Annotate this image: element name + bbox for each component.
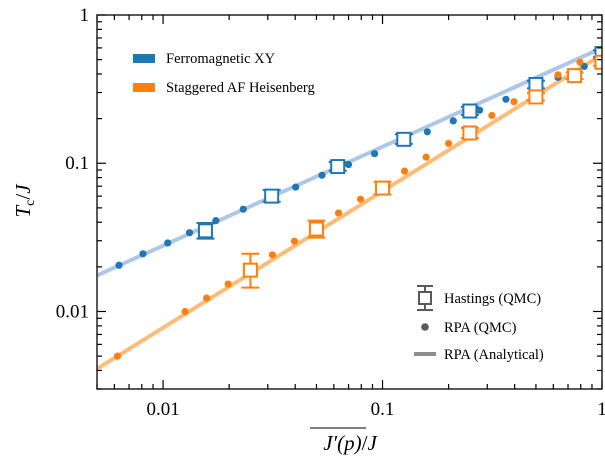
rpa-qmc-point-staggered — [356, 195, 365, 203]
hastings-point-staggered — [307, 219, 326, 239]
rpa-qmc-point-staggered — [268, 251, 277, 259]
rpa-qmc-point-ferromagnetic — [502, 95, 510, 103]
hastings-point-staggered — [565, 68, 584, 84]
rpa-qmc-point-staggered — [400, 167, 409, 175]
legend-label-rpa-qmc: RPA (QMC) — [444, 320, 517, 336]
legend-bottom: Hastings (QMC) RPA (QMC) RPA (Analytical… — [414, 285, 544, 363]
axis-ticks — [96, 14, 603, 390]
hastings-point-staggered — [460, 125, 479, 141]
rpa-qmc-point-staggered — [334, 209, 343, 217]
rpa-qmc-point-ferromagnetic — [239, 205, 247, 213]
rpa-qmc-point-ferromagnetic — [449, 117, 457, 125]
y-axis-label: Tc/J — [11, 183, 38, 218]
legend-label-staggered: Staggered AF Heisenberg — [166, 80, 315, 96]
plot-frame — [96, 14, 603, 390]
legend-swatch-staggered — [133, 83, 155, 92]
legend-label-ferromagnetic: Ferromagnetic XY — [166, 51, 276, 67]
x-tick-label: 1 — [597, 399, 605, 420]
hastings-point-staggered — [241, 252, 260, 289]
legend-swatch-ferromagnetic — [133, 54, 155, 63]
legend-label-hastings: Hastings (QMC) — [444, 291, 541, 307]
rpa-qmc-point-staggered — [444, 139, 453, 148]
x-axis-label-slash: / — [362, 431, 368, 455]
x-axis-label-denominator: J — [367, 431, 378, 455]
y-tick-label: 1 — [80, 5, 90, 26]
x-axis-label-numerator: J′(p) — [323, 431, 361, 455]
rpa-qmc-point-ferromagnetic — [115, 261, 123, 269]
rpa-qmc-point-ferromagnetic — [370, 150, 379, 158]
analytical-lines — [97, 46, 602, 371]
hastings-point-ferromagnetic — [196, 222, 215, 240]
rpa-qmc-point-ferromagnetic — [318, 171, 326, 179]
rpa-qmc-point-ferromagnetic — [164, 239, 172, 247]
hastings-point-ferromagnetic — [394, 131, 413, 147]
rpa-qmc-point-staggered — [203, 294, 211, 302]
rpa-qmc-point-ferromagnetic — [423, 128, 431, 136]
x-axis-label: J′(p)/J — [310, 427, 378, 455]
y-tick-label: 0.01 — [56, 301, 89, 322]
rpa-qmc-point-ferromagnetic — [185, 229, 194, 237]
rpa-qmc-point-staggered — [224, 280, 232, 288]
hastings-point-ferromagnetic — [328, 159, 347, 175]
hastings-point-ferromagnetic — [526, 76, 545, 92]
rpa-qmc-marker-icon — [421, 323, 429, 331]
rpa-qmc-point-ferromagnetic — [139, 250, 147, 258]
rpa-analytical-line-staggered — [97, 52, 602, 371]
x-tick-label: 0.01 — [146, 399, 179, 420]
x-tick-label: 0.1 — [371, 399, 395, 420]
rpa-qmc-point-staggered — [422, 153, 430, 161]
hastings-point-ferromagnetic — [262, 188, 281, 204]
rpa-qmc-point-staggered — [113, 352, 122, 360]
rpa-qmc-point-ferromagnetic — [476, 106, 484, 114]
rpa-qmc-point-staggered — [576, 58, 584, 66]
legend-top: Ferromagnetic XY Staggered AF Heisenberg — [133, 51, 315, 96]
rpa-qmc-point-staggered — [510, 98, 518, 106]
svg-text:J′(p)/J: J′(p)/J — [323, 431, 378, 455]
rpa-qmc-point-ferromagnetic — [292, 183, 300, 191]
y-tick-label: 0.1 — [65, 153, 89, 174]
hastings-point-staggered — [373, 180, 392, 196]
hastings-marker-icon — [417, 285, 433, 311]
rpa-qmc-point-ferromagnetic — [344, 160, 353, 169]
hastings-point-ferromagnetic — [460, 103, 479, 119]
legend-label-rpa-analytical: RPA (Analytical) — [444, 347, 544, 363]
rpa-qmc-point-staggered — [290, 237, 299, 245]
tick-labels: 0.01 0.1 1 0.01 0.1 1 — [56, 5, 605, 420]
rpa-qmc-point-staggered — [488, 111, 496, 120]
rpa-qmc-point-staggered — [554, 71, 562, 79]
rpa-qmc-point-staggered — [181, 307, 189, 316]
hastings-point-staggered — [526, 89, 545, 105]
hastings-point-staggered — [593, 54, 602, 70]
data-points — [113, 45, 602, 360]
